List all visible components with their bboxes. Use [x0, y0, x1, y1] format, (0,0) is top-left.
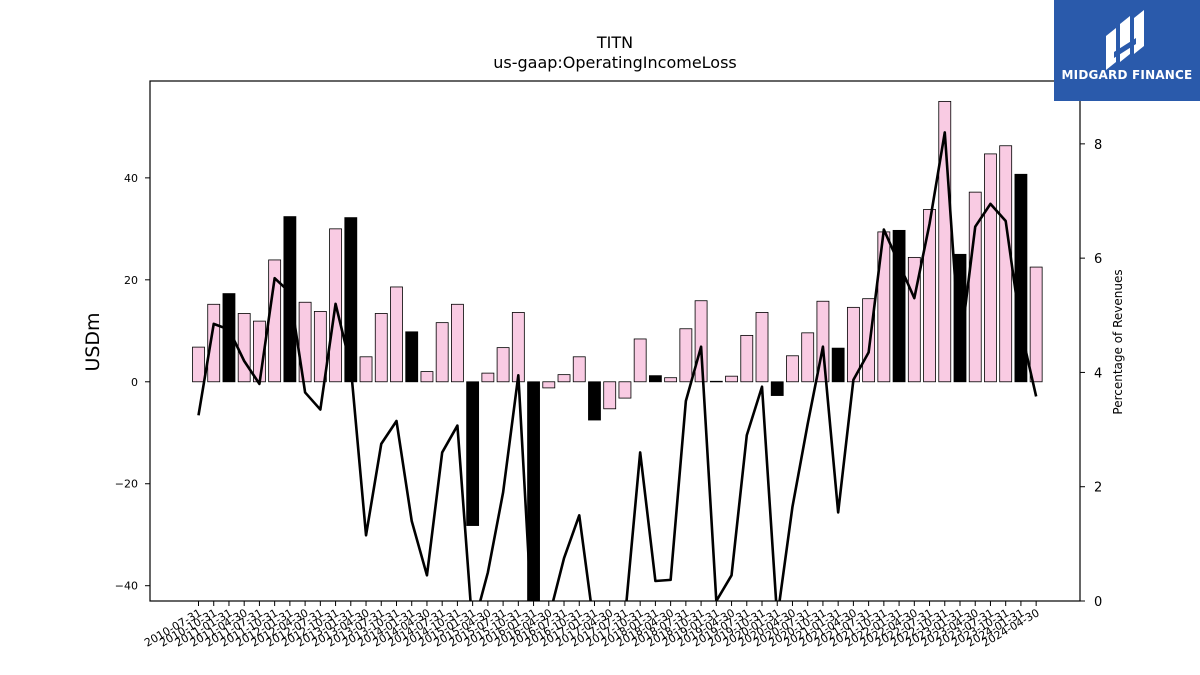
- plot-frame: [149, 80, 1081, 602]
- bar-2011-01-31: [222, 293, 236, 383]
- bar-2014-07-31: [435, 322, 449, 383]
- bar-2023-07-31: [984, 153, 997, 383]
- logo-mark-icon: [1106, 10, 1144, 70]
- bar-2019-10-31: [755, 312, 769, 383]
- x-axis-ticks: 2010-07-312010-10-312011-01-312011-04-30…: [142, 601, 1042, 650]
- bar-2017-07-31: [618, 381, 632, 399]
- brand-logo: MIDGARD FINANCE: [1054, 0, 1200, 101]
- y-axis-ticks: −40 −20 0 20 40: [115, 172, 150, 593]
- y2-tick-label: 4: [1094, 366, 1102, 381]
- bar-2010-07-31: [192, 346, 205, 383]
- bar-2022-07-31: [923, 209, 936, 383]
- bar-2016-10-31: [572, 356, 586, 383]
- bar-2017-01-31: [588, 381, 601, 421]
- bar-2020-04-30: [786, 355, 799, 383]
- line-group: [197, 131, 1038, 601]
- bar-2023-04-30: [968, 191, 982, 383]
- y-tick-label: −40: [115, 580, 138, 593]
- y2-axis-label: Percentage of Revenues: [1111, 269, 1125, 414]
- bar-2014-10-31: [451, 303, 464, 383]
- bars-group: [192, 100, 1043, 601]
- bar-2011-04-30: [237, 313, 251, 383]
- bar-2016-04-30: [542, 381, 556, 389]
- y2-tick-label: 8: [1094, 138, 1102, 153]
- y-tick-label: 0: [131, 376, 138, 389]
- bar-2020-07-31: [801, 332, 815, 383]
- y2-tick-label: 2: [1094, 481, 1102, 496]
- bar-2015-07-31: [496, 347, 510, 383]
- bar-2015-10-31: [511, 312, 525, 383]
- bar-2020-01-31: [770, 381, 784, 396]
- bar-2023-01-31: [953, 253, 967, 383]
- bar-2018-07-31: [679, 328, 693, 383]
- bar-2019-07-31: [740, 334, 754, 383]
- bar-2012-04-30: [298, 301, 312, 383]
- bar-2016-07-31: [557, 374, 571, 383]
- percentage-line: [197, 131, 1038, 601]
- y-axis-label: USDm: [82, 312, 104, 371]
- bar-2021-01-31: [831, 347, 845, 383]
- bar-2015-01-31: [466, 381, 480, 526]
- y-tick-label: −20: [115, 478, 138, 491]
- y-tick-label: 40: [124, 172, 138, 185]
- bar-2016-01-31: [527, 381, 540, 601]
- bar-2017-04-30: [603, 381, 617, 410]
- bar-2018-04-30: [664, 377, 678, 383]
- chart-subtitle: us-gaap:OperatingIncomeLoss: [493, 53, 737, 72]
- bar-2024-04-30: [1029, 266, 1043, 383]
- y2-axis-ticks: 0 2 4 6 8: [1080, 138, 1102, 610]
- bar-2023-10-31: [999, 145, 1013, 383]
- y2-tick-label: 0: [1094, 595, 1102, 610]
- y-tick-label: 20: [124, 274, 138, 287]
- bar-2015-04-30: [481, 372, 495, 383]
- y2-tick-label: 6: [1094, 252, 1102, 267]
- bar-2019-01-31: [709, 380, 723, 383]
- bar-2014-01-31: [405, 331, 419, 383]
- bar-2018-01-31: [649, 375, 662, 383]
- bar-2018-10-31: [694, 300, 708, 383]
- bar-2017-10-31: [633, 338, 647, 383]
- bar-2013-07-31: [374, 313, 388, 383]
- bar-2019-04-30: [725, 375, 738, 383]
- logo-text: MIDGARD FINANCE: [1061, 68, 1193, 82]
- bar-2013-04-30: [359, 356, 373, 383]
- chart-title: TITN: [596, 33, 633, 52]
- bar-2013-10-31: [390, 286, 403, 383]
- bar-2014-04-30: [420, 371, 434, 383]
- bar-2012-07-31: [313, 311, 327, 383]
- bar-2013-01-31: [344, 217, 358, 383]
